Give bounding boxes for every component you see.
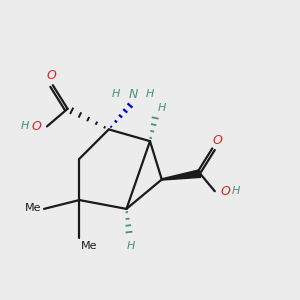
Text: H: H <box>146 89 154 99</box>
Text: N: N <box>129 88 139 101</box>
Text: H: H <box>112 89 120 99</box>
Text: O: O <box>212 134 222 147</box>
Text: Me: Me <box>81 241 97 251</box>
Text: O: O <box>32 120 42 133</box>
Polygon shape <box>162 170 201 180</box>
Text: H: H <box>232 186 240 196</box>
Text: H: H <box>127 241 135 251</box>
Text: H: H <box>21 121 29 131</box>
Text: Me: Me <box>25 203 41 213</box>
Text: O: O <box>220 185 230 198</box>
Text: H: H <box>158 103 166 113</box>
Text: O: O <box>46 69 56 82</box>
